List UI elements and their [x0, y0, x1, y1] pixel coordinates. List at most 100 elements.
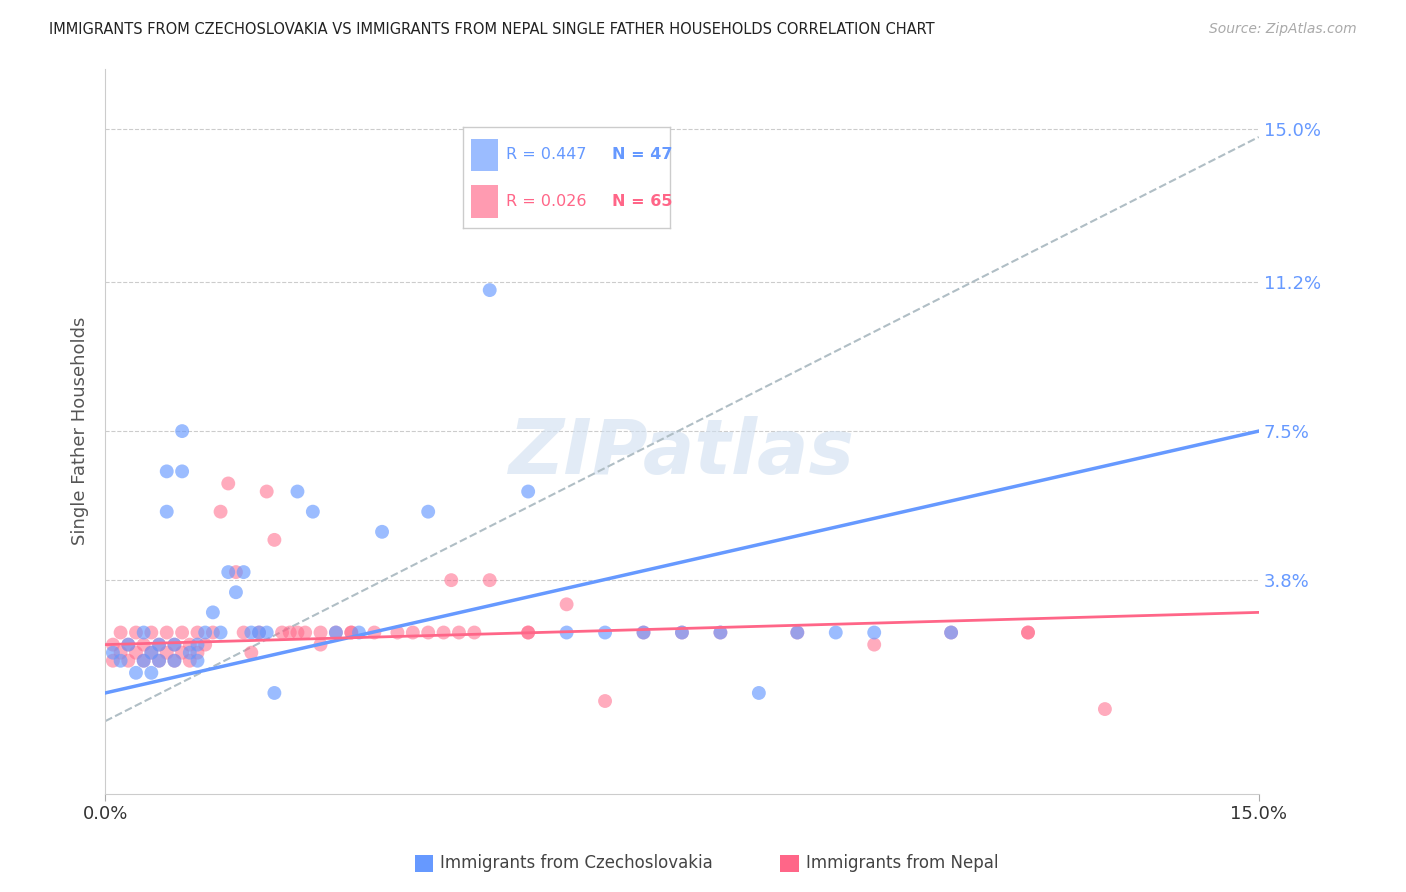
Point — [340, 625, 363, 640]
Point — [240, 646, 263, 660]
Point — [141, 646, 163, 660]
Point — [132, 654, 155, 668]
Point — [671, 625, 693, 640]
Point — [141, 665, 163, 680]
Point — [217, 565, 239, 579]
Point — [278, 625, 301, 640]
Point — [209, 505, 232, 519]
Point — [172, 424, 194, 438]
Point — [309, 638, 332, 652]
Point — [593, 625, 616, 640]
Point — [156, 505, 179, 519]
Point — [786, 625, 808, 640]
Point — [363, 625, 385, 640]
Point — [141, 625, 163, 640]
Point — [517, 625, 540, 640]
Point — [117, 654, 139, 668]
Point — [125, 665, 148, 680]
Point — [186, 625, 208, 640]
Point — [179, 654, 201, 668]
Point — [186, 646, 208, 660]
Point — [125, 646, 148, 660]
Point — [110, 646, 132, 660]
Point — [786, 625, 808, 640]
Point — [179, 638, 201, 652]
Point — [217, 476, 239, 491]
Point — [418, 625, 440, 640]
Point — [432, 625, 454, 640]
Point — [287, 484, 309, 499]
Point — [340, 625, 363, 640]
Point — [186, 654, 208, 668]
Point — [225, 565, 247, 579]
Point — [201, 606, 224, 620]
Point — [148, 654, 170, 668]
Point — [117, 638, 139, 652]
Point — [709, 625, 731, 640]
Point — [232, 565, 254, 579]
Point — [247, 625, 270, 640]
Point — [517, 484, 540, 499]
Point — [271, 625, 294, 640]
Point — [110, 625, 132, 640]
Point — [117, 638, 139, 652]
Point — [1017, 625, 1039, 640]
Point — [156, 646, 179, 660]
Point — [440, 573, 463, 587]
Point — [101, 638, 124, 652]
Point — [163, 638, 186, 652]
Point — [824, 625, 846, 640]
Point — [240, 625, 263, 640]
Point — [325, 625, 347, 640]
Point — [125, 625, 148, 640]
Point — [101, 654, 124, 668]
Point — [194, 638, 217, 652]
Point — [132, 638, 155, 652]
Point — [263, 533, 285, 547]
Point — [517, 625, 540, 640]
Point — [555, 597, 578, 611]
Point — [141, 646, 163, 660]
Point — [294, 625, 316, 640]
Point — [156, 464, 179, 478]
Point — [172, 646, 194, 660]
Point — [748, 686, 770, 700]
Point — [110, 654, 132, 668]
Point — [863, 625, 886, 640]
Point — [463, 625, 485, 640]
Point — [447, 625, 470, 640]
Point — [555, 625, 578, 640]
Point — [163, 638, 186, 652]
Point — [172, 464, 194, 478]
Text: IMMIGRANTS FROM CZECHOSLOVAKIA VS IMMIGRANTS FROM NEPAL SINGLE FATHER HOUSEHOLDS: IMMIGRANTS FROM CZECHOSLOVAKIA VS IMMIGR… — [49, 22, 935, 37]
Text: ZIPatlas: ZIPatlas — [509, 416, 855, 490]
Text: Immigrants from Nepal: Immigrants from Nepal — [806, 854, 998, 871]
Point — [225, 585, 247, 599]
Point — [132, 654, 155, 668]
Point — [347, 625, 370, 640]
Point — [172, 625, 194, 640]
Point — [939, 625, 962, 640]
Point — [201, 625, 224, 640]
Point — [863, 638, 886, 652]
Point — [256, 484, 278, 499]
Text: Immigrants from Czechoslovakia: Immigrants from Czechoslovakia — [440, 854, 713, 871]
Point — [163, 654, 186, 668]
Point — [418, 505, 440, 519]
Point — [1094, 702, 1116, 716]
Point — [633, 625, 655, 640]
Point — [1017, 625, 1039, 640]
Point — [256, 625, 278, 640]
Point — [633, 625, 655, 640]
Point — [709, 625, 731, 640]
Point — [132, 625, 155, 640]
Point — [287, 625, 309, 640]
Point — [593, 694, 616, 708]
Point — [156, 625, 179, 640]
Point — [247, 625, 270, 640]
Point — [163, 654, 186, 668]
Point — [194, 625, 217, 640]
Y-axis label: Single Father Households: Single Father Households — [72, 317, 89, 545]
Point — [232, 625, 254, 640]
Point — [101, 646, 124, 660]
